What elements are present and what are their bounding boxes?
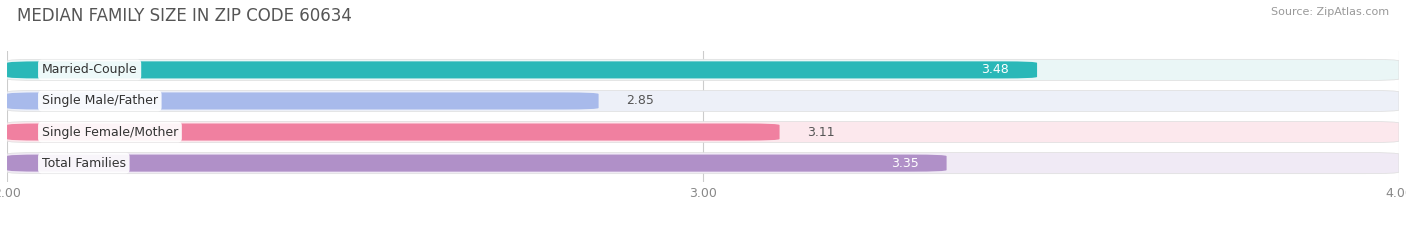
Text: 3.35: 3.35 (891, 157, 918, 170)
FancyBboxPatch shape (7, 61, 1038, 79)
Text: Single Male/Father: Single Male/Father (42, 94, 157, 107)
Text: Source: ZipAtlas.com: Source: ZipAtlas.com (1271, 7, 1389, 17)
FancyBboxPatch shape (7, 93, 599, 110)
Text: 3.48: 3.48 (981, 63, 1010, 76)
FancyBboxPatch shape (7, 121, 1399, 143)
Text: Married-Couple: Married-Couple (42, 63, 138, 76)
FancyBboxPatch shape (7, 123, 779, 140)
Text: Single Female/Mother: Single Female/Mother (42, 126, 179, 139)
Text: Total Families: Total Families (42, 157, 125, 170)
FancyBboxPatch shape (7, 59, 1399, 80)
FancyBboxPatch shape (7, 153, 1399, 174)
Text: MEDIAN FAMILY SIZE IN ZIP CODE 60634: MEDIAN FAMILY SIZE IN ZIP CODE 60634 (17, 7, 352, 25)
FancyBboxPatch shape (7, 90, 1399, 112)
Text: 2.85: 2.85 (627, 94, 654, 107)
Text: 3.11: 3.11 (807, 126, 835, 139)
FancyBboxPatch shape (7, 154, 946, 172)
